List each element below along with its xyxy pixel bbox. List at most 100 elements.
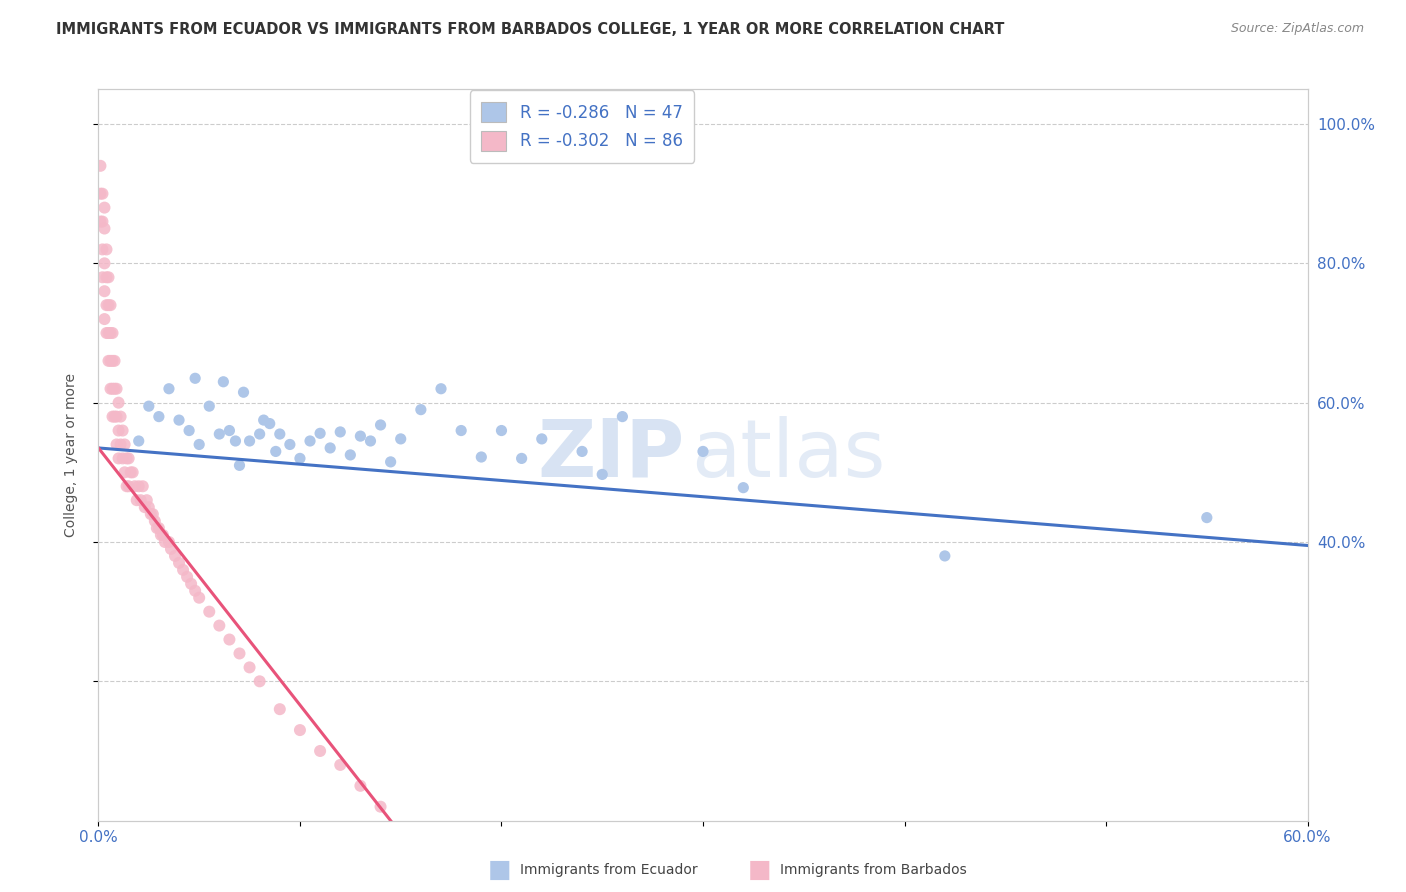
- Point: [139, 507, 162, 521]
- Point: [132, 479, 155, 493]
- Point: [103, 409, 125, 424]
- Point: [115, 479, 138, 493]
- Point: [91, 186, 114, 201]
- Point: [269, 702, 291, 716]
- Point: [288, 723, 311, 737]
- Point: [167, 413, 190, 427]
- Point: [163, 549, 186, 563]
- Point: [179, 424, 201, 438]
- Point: [96, 298, 118, 312]
- Point: [409, 402, 432, 417]
- Point: [278, 437, 301, 451]
- Text: Immigrants from Ecuador: Immigrants from Ecuador: [520, 863, 697, 877]
- Point: [115, 451, 138, 466]
- Point: [101, 326, 124, 340]
- Point: [138, 500, 160, 515]
- Point: [157, 535, 180, 549]
- Text: atlas: atlas: [690, 416, 886, 494]
- Point: [100, 298, 122, 312]
- Point: [135, 493, 157, 508]
- Point: [218, 632, 240, 647]
- Point: [107, 395, 129, 409]
- Point: [349, 429, 371, 443]
- Point: [299, 434, 322, 448]
- Point: [228, 458, 250, 473]
- Point: [259, 417, 281, 431]
- Point: [249, 427, 271, 442]
- Point: [470, 450, 492, 464]
- Point: [97, 270, 120, 285]
- Text: Source: ZipAtlas.com: Source: ZipAtlas.com: [1230, 22, 1364, 36]
- Point: [253, 413, 276, 427]
- Point: [184, 371, 207, 385]
- Point: [309, 744, 332, 758]
- Point: [103, 382, 125, 396]
- Point: [224, 434, 246, 448]
- Point: [208, 427, 231, 442]
- Point: [100, 326, 122, 340]
- Point: [934, 549, 956, 563]
- Point: [450, 424, 472, 438]
- Point: [93, 201, 115, 215]
- Point: [93, 221, 115, 235]
- Point: [89, 159, 111, 173]
- Point: [1195, 510, 1218, 524]
- Point: [134, 500, 156, 515]
- Point: [329, 425, 352, 439]
- Point: [309, 426, 332, 441]
- Point: [198, 399, 221, 413]
- Point: [198, 605, 221, 619]
- Point: [128, 479, 150, 493]
- Point: [176, 570, 198, 584]
- Point: [591, 467, 613, 482]
- Point: [125, 493, 148, 508]
- Point: [128, 434, 150, 448]
- Legend: R = -0.286   N = 47, R = -0.302   N = 86: R = -0.286 N = 47, R = -0.302 N = 86: [470, 90, 695, 162]
- Point: [232, 385, 254, 400]
- Point: [571, 444, 593, 458]
- Point: [146, 521, 169, 535]
- Y-axis label: College, 1 year or more: College, 1 year or more: [63, 373, 77, 537]
- Point: [93, 312, 115, 326]
- Point: [97, 326, 120, 340]
- Point: [100, 382, 122, 396]
- Point: [114, 466, 136, 480]
- Point: [212, 375, 235, 389]
- Point: [124, 479, 146, 493]
- Point: [110, 437, 132, 451]
- Point: [370, 799, 392, 814]
- Point: [228, 647, 250, 661]
- Point: [110, 409, 132, 424]
- Text: ■: ■: [488, 858, 510, 881]
- Point: [93, 256, 115, 270]
- Point: [100, 354, 122, 368]
- Text: Immigrants from Barbados: Immigrants from Barbados: [780, 863, 967, 877]
- Point: [89, 214, 111, 228]
- Point: [370, 417, 392, 432]
- Point: [208, 618, 231, 632]
- Point: [239, 660, 262, 674]
- Point: [184, 583, 207, 598]
- Point: [96, 243, 118, 257]
- Point: [339, 448, 361, 462]
- Point: [692, 444, 714, 458]
- Point: [143, 514, 166, 528]
- Point: [349, 779, 371, 793]
- Point: [107, 424, 129, 438]
- Point: [160, 541, 183, 556]
- Point: [97, 354, 120, 368]
- Point: [149, 528, 172, 542]
- Point: [97, 298, 120, 312]
- Point: [360, 434, 382, 448]
- Point: [142, 507, 165, 521]
- Point: [329, 758, 352, 772]
- Point: [148, 409, 170, 424]
- Point: [167, 556, 190, 570]
- Point: [101, 382, 124, 396]
- Text: ZIP: ZIP: [537, 416, 685, 494]
- Point: [89, 186, 111, 201]
- Point: [269, 427, 291, 442]
- Point: [188, 437, 211, 451]
- Point: [111, 451, 134, 466]
- Point: [121, 466, 143, 480]
